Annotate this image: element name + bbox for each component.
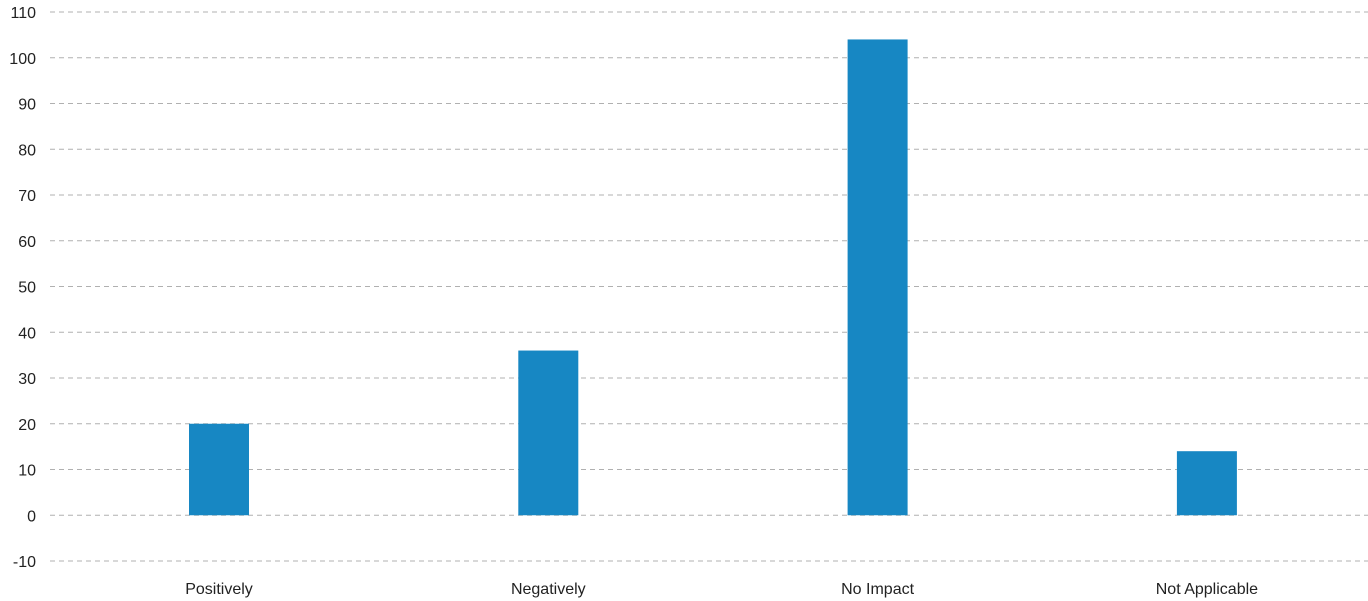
y-tick-label: 60 [18, 234, 36, 251]
y-tick-label: 50 [18, 280, 36, 297]
bar-negatively [518, 350, 579, 516]
x-axis-category-labels: Positively Negatively No Impact Not Applica… [185, 581, 1258, 598]
y-tick-label: 20 [18, 417, 36, 434]
y-tick-label: 70 [18, 188, 36, 205]
y-tick-label: 10 [18, 463, 36, 480]
y-tick-label: 90 [18, 97, 36, 114]
bar-positively [189, 423, 249, 516]
y-tick-label: 110 [10, 5, 36, 22]
gridlines [50, 11, 1368, 562]
y-tick-label: -10 [13, 554, 36, 571]
x-category-label: Negatively [511, 581, 586, 598]
y-tick-label: 80 [18, 142, 36, 159]
y-axis-tick-labels: -10 0 10 20 30 40 50 60 70 80 90 100 110 [9, 5, 36, 571]
y-tick-label: 40 [18, 325, 36, 342]
bars [189, 39, 1237, 516]
y-tick-label: 30 [18, 371, 36, 388]
x-category-label: Positively [185, 581, 253, 598]
y-tick-label: 100 [9, 51, 36, 68]
y-tick-label: 0 [27, 508, 36, 525]
bar-not-applicable [1176, 451, 1237, 516]
x-category-label: No Impact [841, 581, 914, 598]
bar-no-impact [847, 39, 908, 516]
x-category-label: Not Applicable [1156, 581, 1258, 598]
